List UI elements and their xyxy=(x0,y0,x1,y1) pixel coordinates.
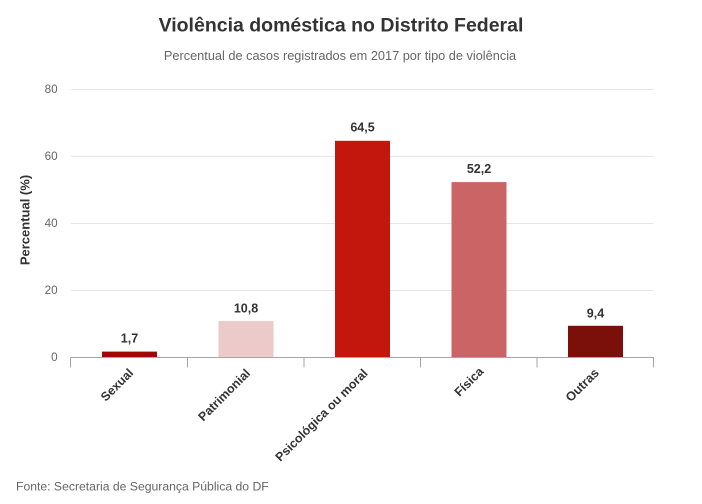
svg-text:10,8: 10,8 xyxy=(234,302,258,316)
svg-text:52,2: 52,2 xyxy=(467,162,491,176)
svg-text:Percentual (%): Percentual (%) xyxy=(18,175,33,265)
svg-text:40: 40 xyxy=(45,217,59,230)
svg-text:Fonte: Secretaria de Segurança: Fonte: Secretaria de Segurança Pública d… xyxy=(16,480,269,494)
svg-text:Violência doméstica no Distrit: Violência doméstica no Distrito Federal xyxy=(159,14,524,36)
svg-text:0: 0 xyxy=(51,351,58,364)
svg-text:64,5: 64,5 xyxy=(350,120,374,134)
svg-text:Percentual de casos registrado: Percentual de casos registrados em 2017 … xyxy=(164,48,517,63)
svg-text:20: 20 xyxy=(45,284,59,297)
svg-text:1,7: 1,7 xyxy=(121,332,138,346)
svg-text:80: 80 xyxy=(45,83,59,96)
svg-text:9,4: 9,4 xyxy=(587,306,604,320)
svg-text:60: 60 xyxy=(45,150,59,163)
